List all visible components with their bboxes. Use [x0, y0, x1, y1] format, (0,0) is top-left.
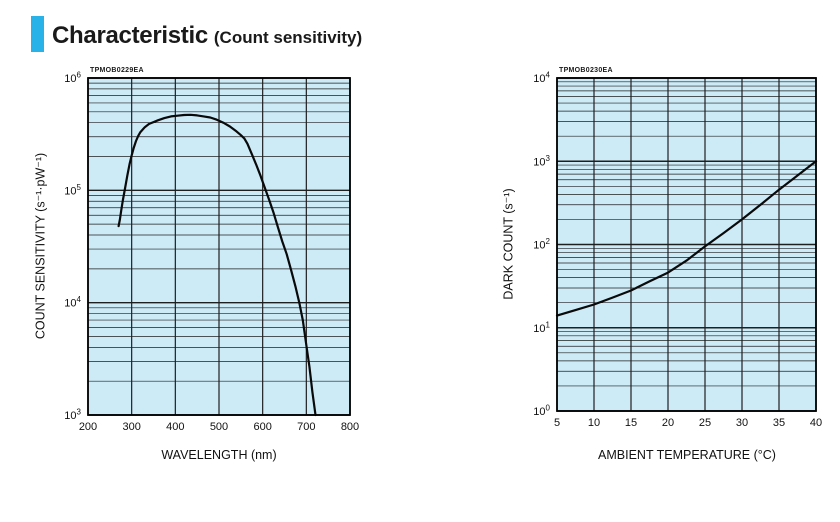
section-title: Characteristic (Count sensitivity)	[52, 14, 362, 51]
x-tick-label: 25	[699, 417, 711, 429]
dark-count-plot: 100 101 102 103 104 5 10 15 20 25 30 35 40	[533, 71, 822, 430]
wavelength-axis-label: WAVELENGTH (nm)	[161, 448, 277, 462]
y-tick-label: 101	[533, 320, 550, 335]
x-tick-label: 200	[79, 421, 97, 433]
ambient-temperature-axis-label: AMBIENT TEMPERATURE (°C)	[598, 448, 776, 462]
y-tick-label: 100	[533, 404, 550, 419]
x-tick-label: 400	[166, 421, 184, 433]
y-tick-label: 106	[64, 71, 81, 86]
dark-count-axis-label: DARK COUNT (s⁻¹)	[501, 188, 516, 300]
x-tick-label: 20	[662, 417, 674, 429]
page-subtitle: (Count sensitivity)	[213, 28, 363, 47]
header-accent-bar	[31, 16, 44, 52]
x-tick-label: 5	[554, 417, 560, 429]
y-tick-label: 103	[533, 154, 550, 169]
x-tick-label: 700	[297, 421, 315, 433]
y-tick-label: 103	[64, 408, 81, 423]
count-sensitivity-curve	[117, 113, 317, 417]
x-tick-label: 40	[810, 417, 822, 429]
plot-border	[87, 77, 351, 416]
figure-code-right: TPMOB0230EA	[559, 67, 613, 74]
y-tick-label: 102	[533, 237, 550, 252]
x-tick-label: 800	[341, 421, 359, 433]
y-tick-label: 104	[64, 295, 81, 310]
x-tick-label: 35	[773, 417, 785, 429]
x-tick-label: 500	[210, 421, 228, 433]
x-tick-label: 30	[736, 417, 748, 429]
dark-count-curve	[555, 160, 818, 317]
x-tick-label: 300	[122, 421, 140, 433]
x-tick-label: 10	[588, 417, 600, 429]
count-sensitivity-axis-label: COUNT SENSITIVITY (s⁻¹·pW⁻¹)	[33, 152, 48, 340]
x-tick-label: 15	[625, 417, 637, 429]
page-title: Characteristic	[52, 22, 208, 49]
plot-border	[556, 77, 817, 412]
count-sensitivity-plot: 103 104 105 106 200 300 400 500 600 700 800	[64, 71, 359, 434]
y-tick-label: 105	[64, 183, 81, 198]
x-tick-label: 600	[253, 421, 271, 433]
y-tick-label: 104	[533, 71, 550, 86]
figure-code-left: TPMOB0229EA	[90, 67, 144, 74]
